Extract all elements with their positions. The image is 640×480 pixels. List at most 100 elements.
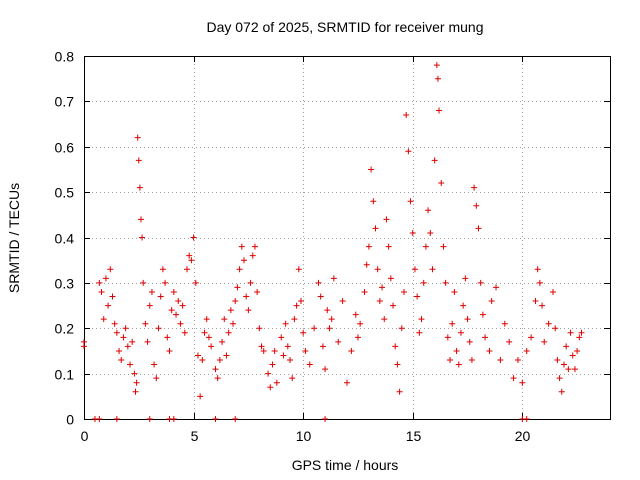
x-axis-label: GPS time / hours	[292, 457, 399, 473]
data-point	[214, 375, 221, 382]
data-point	[372, 225, 379, 232]
y-axis-label: SRMTID / TECUs	[6, 183, 22, 293]
data-point	[293, 302, 300, 309]
data-point	[254, 288, 261, 295]
data-point	[370, 198, 377, 205]
data-point	[514, 357, 521, 364]
data-point	[574, 347, 581, 354]
data-point	[385, 243, 392, 250]
data-point	[576, 334, 583, 341]
data-point	[134, 134, 141, 141]
data-point	[365, 243, 372, 250]
data-point	[230, 320, 237, 327]
x-tick-label: 20	[515, 428, 531, 444]
data-point	[300, 329, 307, 336]
data-point	[319, 343, 326, 350]
data-point	[453, 347, 460, 354]
data-point	[541, 338, 548, 345]
data-point	[122, 325, 129, 332]
data-point	[100, 316, 107, 323]
data-point	[563, 343, 570, 350]
data-point	[140, 279, 147, 286]
data-point	[142, 320, 149, 327]
data-point	[265, 370, 272, 377]
data-point	[205, 334, 212, 341]
data-point	[434, 75, 441, 82]
data-point	[311, 325, 318, 332]
data-point	[245, 307, 252, 314]
data-point	[510, 375, 517, 382]
data-point	[124, 343, 131, 350]
data-point	[387, 275, 394, 282]
x-tick-label: 5	[191, 428, 199, 444]
data-point	[271, 347, 278, 354]
data-point	[96, 279, 103, 286]
data-point	[216, 357, 223, 364]
data-point	[269, 361, 276, 368]
y-tick-label: 0.7	[55, 94, 75, 110]
data-point	[466, 338, 473, 345]
data-point	[361, 288, 368, 295]
data-point	[146, 302, 153, 309]
data-point	[144, 338, 151, 345]
data-point	[554, 357, 561, 364]
data-point	[442, 279, 449, 286]
data-point	[295, 266, 302, 273]
data-point	[118, 357, 125, 364]
data-point	[135, 157, 142, 164]
data-point	[477, 279, 484, 286]
data-point	[556, 375, 563, 382]
data-point	[429, 266, 436, 273]
x-tick-label: 15	[406, 428, 422, 444]
data-point	[534, 266, 541, 273]
data-point	[81, 343, 87, 350]
data-point	[201, 329, 208, 336]
data-point	[159, 266, 166, 273]
data-point	[411, 266, 418, 273]
data-point	[260, 347, 267, 354]
data-point	[168, 307, 175, 314]
data-point	[175, 298, 182, 305]
data-point	[416, 329, 423, 336]
y-tick-label: 0.3	[55, 276, 75, 292]
data-point	[133, 379, 140, 386]
data-point	[418, 316, 425, 323]
data-point	[545, 320, 552, 327]
data-point	[335, 338, 342, 345]
data-point	[194, 352, 201, 359]
data-point	[396, 388, 403, 395]
data-point	[139, 234, 146, 241]
data-point	[565, 366, 572, 373]
data-point	[173, 311, 180, 318]
data-point	[109, 293, 116, 300]
data-point	[344, 379, 350, 386]
data-point	[431, 157, 438, 164]
data-point	[390, 302, 397, 309]
data-point	[379, 284, 386, 291]
data-point	[539, 302, 546, 309]
data-point	[519, 379, 526, 386]
data-point	[131, 370, 138, 377]
data-point	[192, 279, 199, 286]
data-point	[497, 357, 504, 364]
data-point	[493, 284, 500, 291]
data-point	[455, 361, 462, 368]
data-point	[447, 357, 454, 364]
data-point	[166, 347, 173, 354]
data-point	[289, 375, 296, 382]
data-point	[457, 329, 464, 336]
axis-ticks: 0 0.1 0.2 0.3 0.4 0.5 0.6 0.7 0.8 0 5 10 15 20	[55, 49, 610, 444]
data-point	[317, 293, 324, 300]
data-point	[284, 343, 291, 350]
data-point	[552, 325, 559, 332]
data-point	[550, 288, 557, 295]
data-point	[464, 316, 471, 323]
data-point	[278, 334, 285, 341]
data-point	[569, 352, 576, 359]
data-point	[460, 302, 467, 309]
data-point	[105, 302, 112, 309]
data-point	[383, 216, 390, 223]
data-point	[208, 343, 215, 350]
data-point	[132, 388, 139, 395]
data-point	[273, 379, 280, 386]
